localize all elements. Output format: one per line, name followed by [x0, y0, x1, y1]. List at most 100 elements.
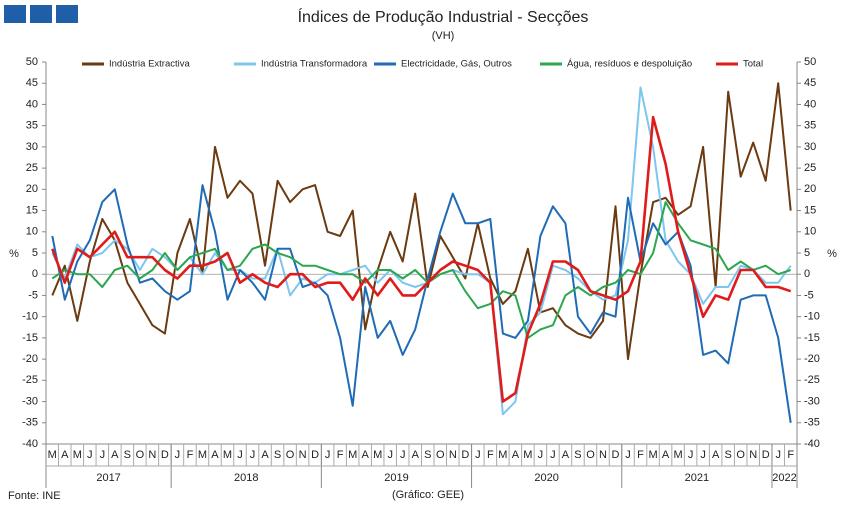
- x-tick-label: A: [412, 449, 420, 461]
- x-tick-label: J: [700, 449, 706, 461]
- logo-block: [56, 5, 78, 23]
- y2-tick-label: 0: [804, 268, 810, 280]
- x-tick-label: D: [762, 449, 770, 461]
- x-tick-label: J: [775, 449, 781, 461]
- y2-tick-label: 15: [804, 204, 816, 216]
- y2-tick-label: 45: [804, 77, 816, 89]
- x-tick-label: J: [237, 449, 243, 461]
- y-tick-label: 25: [26, 162, 38, 174]
- x-tick-label: J: [688, 449, 694, 461]
- y-tick-label: -30: [22, 395, 38, 407]
- x-tick-label: J: [387, 449, 393, 461]
- legend-label: Água, resíduos e despoluição: [567, 59, 692, 70]
- x-tick-label: N: [599, 449, 607, 461]
- y-tick-label: -15: [22, 332, 38, 344]
- x-tick-label: A: [111, 449, 119, 461]
- y-tick-label: -40: [22, 438, 38, 450]
- x-tick-label: D: [461, 449, 469, 461]
- legend-label: Total: [743, 59, 763, 70]
- x-tick-label: S: [424, 449, 431, 461]
- x-tick-label: M: [73, 449, 82, 461]
- y2-tick-label: 35: [804, 120, 816, 132]
- x-tick-label: A: [562, 449, 570, 461]
- y-tick-label: 15: [26, 204, 38, 216]
- y2-tick-label: 50: [804, 56, 816, 68]
- x-tick-label: S: [724, 449, 731, 461]
- y2-tick-label: -40: [804, 438, 820, 450]
- x-tick-label: M: [198, 449, 207, 461]
- x-tick-label: M: [373, 449, 382, 461]
- x-tick-label: M: [223, 449, 232, 461]
- series-line: [51, 184, 792, 423]
- y2-tick-label: 5: [804, 247, 810, 259]
- legend-label: Electricidade, Gás, Outros: [401, 59, 512, 70]
- x-tick-label: J: [87, 449, 93, 461]
- x-tick-label: D: [311, 449, 319, 461]
- x-tick-label: J: [538, 449, 544, 461]
- year-label: 2021: [685, 472, 709, 484]
- year-label: 2019: [384, 472, 408, 484]
- x-tick-label: F: [337, 449, 344, 461]
- x-tick-label: F: [487, 449, 494, 461]
- y-tick-label: -5: [28, 289, 38, 301]
- y-tick-label: 0: [32, 268, 38, 280]
- x-tick-label: N: [148, 449, 156, 461]
- y2-tick-label: -20: [804, 353, 820, 365]
- year-label: 2020: [534, 472, 558, 484]
- y-axis-label: %: [9, 248, 19, 260]
- y2-tick-label: 40: [804, 98, 816, 110]
- x-tick-label: J: [400, 449, 406, 461]
- y-tick-label: 40: [26, 98, 38, 110]
- x-tick-label: D: [612, 449, 620, 461]
- y-tick-label: 45: [26, 77, 38, 89]
- y2-tick-label: -35: [804, 417, 820, 429]
- y-tick-label: -25: [22, 374, 38, 386]
- x-tick-label: O: [436, 449, 445, 461]
- x-tick-label: J: [250, 449, 256, 461]
- y-tick-label: 50: [26, 56, 38, 68]
- x-tick-label: J: [550, 449, 556, 461]
- y-tick-label: 35: [26, 120, 38, 132]
- source: Fonte: INE: [8, 490, 61, 502]
- x-tick-label: N: [749, 449, 757, 461]
- year-label: 2022: [772, 472, 796, 484]
- x-tick-label: M: [523, 449, 532, 461]
- y2-tick-label: -5: [804, 289, 814, 301]
- x-tick-label: A: [61, 449, 69, 461]
- x-tick-label: O: [136, 449, 145, 461]
- year-label: 2018: [234, 472, 258, 484]
- x-tick-label: J: [325, 449, 331, 461]
- x-tick-label: F: [787, 449, 794, 461]
- x-tick-label: J: [175, 449, 181, 461]
- y2-tick-label: -15: [804, 332, 820, 344]
- x-tick-label: F: [637, 449, 644, 461]
- logo-block: [30, 5, 52, 23]
- x-tick-label: S: [274, 449, 281, 461]
- x-tick-label: S: [574, 449, 581, 461]
- y2-axis-label: %: [827, 248, 837, 260]
- x-tick-label: M: [48, 449, 57, 461]
- x-tick-label: D: [161, 449, 169, 461]
- y2-tick-label: -10: [804, 311, 820, 323]
- y-tick-label: 30: [26, 141, 38, 153]
- y-tick-label: 5: [32, 247, 38, 259]
- x-tick-label: A: [712, 449, 720, 461]
- x-tick-label: O: [586, 449, 595, 461]
- y-tick-label: 10: [26, 226, 38, 238]
- chart-subtitle: (VH): [432, 30, 455, 42]
- x-tick-label: O: [286, 449, 295, 461]
- x-tick-label: A: [512, 449, 520, 461]
- y2-tick-label: 25: [804, 162, 816, 174]
- x-tick-label: F: [187, 449, 194, 461]
- x-tick-label: O: [736, 449, 745, 461]
- x-tick-label: J: [625, 449, 631, 461]
- x-tick-label: M: [674, 449, 683, 461]
- chart-title: Índices de Produção Industrial - Secções: [298, 7, 589, 26]
- y-tick-label: 20: [26, 183, 38, 195]
- x-tick-label: S: [124, 449, 131, 461]
- series-line: [51, 115, 792, 403]
- x-tick-label: A: [211, 449, 219, 461]
- year-label: 2017: [96, 472, 120, 484]
- x-tick-label: A: [362, 449, 370, 461]
